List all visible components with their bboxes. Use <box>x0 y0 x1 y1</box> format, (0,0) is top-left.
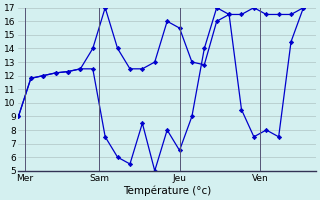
X-axis label: Température (°c): Température (°c) <box>123 185 211 196</box>
